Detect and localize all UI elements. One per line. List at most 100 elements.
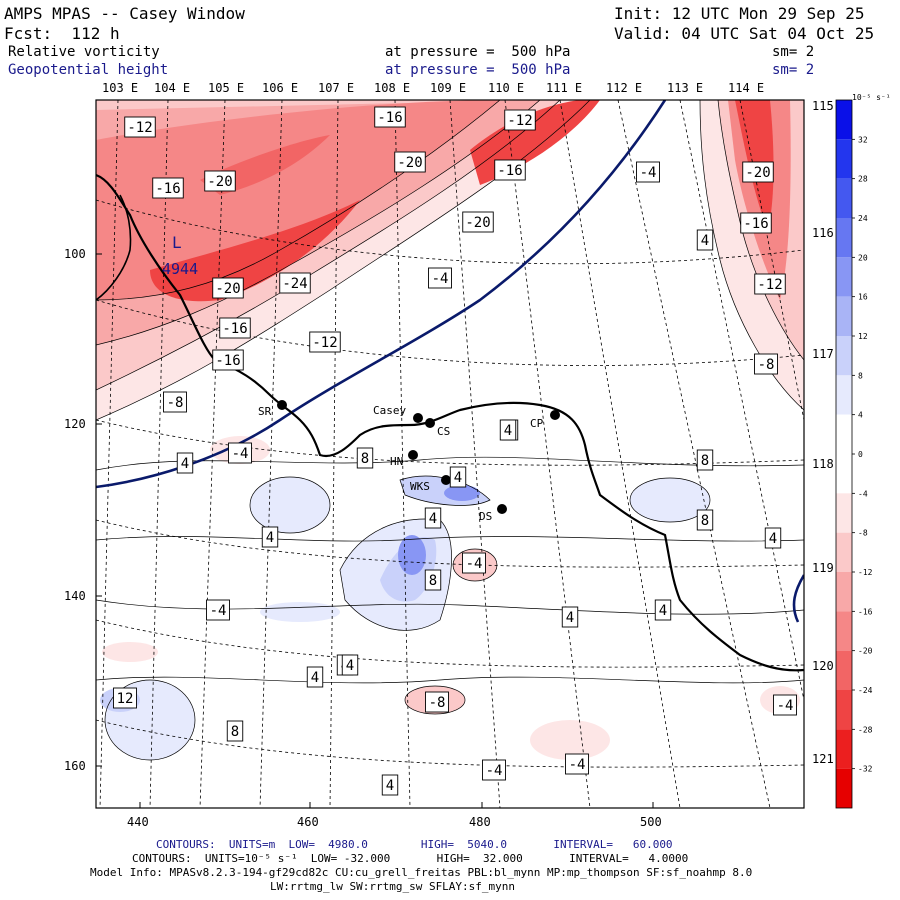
- contour-label-box: [428, 267, 452, 289]
- colorbar-tick-label: 24: [858, 214, 868, 223]
- coastline-upper: [96, 194, 132, 301]
- contour-label-box: [449, 466, 467, 488]
- station-wks-label: WKS: [410, 480, 430, 493]
- lon-label-106e: 106 E: [262, 81, 298, 95]
- contour-label-box: [740, 212, 772, 234]
- geopotential-contour-2: [792, 574, 804, 623]
- colorbar-cell: [836, 729, 852, 769]
- colorbar-cell: [836, 768, 852, 808]
- station-cs-marker: [425, 418, 435, 428]
- footer-model-info: Model Info: MPASv8.2.3-194-gf29cd82c CU:…: [90, 866, 753, 879]
- contour-label-box: [561, 606, 579, 628]
- colorbar-unit: 10⁻⁵ s⁻¹: [852, 93, 891, 102]
- field2-smoothing: sm= 2: [772, 62, 815, 78]
- valid-time: Valid: 04 UTC Sat 04 Oct 25: [614, 24, 875, 43]
- footer-model-info-2: LW:rrtmg_lw SW:rrtmg_sw SFLAY:sf_mynn: [270, 880, 516, 893]
- contour-label: -12: [312, 335, 337, 351]
- contour-label: -4: [232, 446, 249, 462]
- low-center-symbol: L: [172, 233, 182, 252]
- contour-label-box: [261, 526, 279, 548]
- colorbar-tick-label: 20: [858, 253, 868, 262]
- contour-label: -20: [397, 155, 422, 171]
- station-sr-marker: [277, 400, 287, 410]
- contour-label-box: [381, 774, 399, 796]
- lon-label-114e: 114 E: [728, 81, 764, 95]
- contour-label-box: [279, 272, 311, 294]
- contour-label-box: [152, 177, 184, 199]
- latitude-gridlines: [96, 199, 804, 768]
- field1-level: at pressure = 500 hPa: [385, 44, 571, 60]
- station-casey-label: Casey: [373, 404, 406, 417]
- contour-label-box: [306, 666, 324, 688]
- contour-label-box: [654, 599, 672, 621]
- contour-label-box: [636, 161, 660, 183]
- map-frame: [95, 99, 805, 809]
- contour-label: 4: [454, 470, 462, 486]
- contour-label-box: [696, 449, 714, 471]
- field1-smoothing: sm= 2: [772, 44, 815, 60]
- footer-contours-height: CONTOURS: UNITS=m LOW= 4980.0 HIGH= 5040…: [156, 838, 673, 851]
- colorbar-tick-label: -28: [858, 725, 873, 734]
- contour-label: 4: [659, 603, 667, 619]
- lon-label-108e: 108 E: [374, 81, 410, 95]
- contour-label-box: [462, 552, 486, 574]
- contour-label: -4: [432, 271, 449, 287]
- y-tick-160: 160: [64, 759, 86, 773]
- neg-vort-patch-d: [102, 642, 158, 662]
- station-markers: [277, 400, 560, 514]
- contour-label: -20: [207, 174, 232, 190]
- colorbar-tick-label: 28: [858, 175, 868, 184]
- x-tick-500: 500: [640, 815, 662, 829]
- contour-label-box: [341, 654, 359, 676]
- init-time: Init: 12 UTC Mon 29 Sep 25: [614, 4, 865, 23]
- field2-level: at pressure = 500 hPa: [385, 62, 571, 78]
- contour-label: -12: [127, 120, 152, 136]
- station-ds-marker: [497, 504, 507, 514]
- pos-vort-patch-7: [630, 478, 710, 522]
- contour-label-box: [504, 109, 536, 131]
- colorbar-cell: [836, 414, 852, 454]
- x-tick-480: 480: [469, 815, 491, 829]
- page-title: AMPS MPAS -- Casey Window: [4, 4, 245, 23]
- contour-label-box: [176, 452, 194, 474]
- contour-label-box: [482, 759, 506, 781]
- contour-label-box: [219, 317, 251, 339]
- contour-label-box: [228, 442, 252, 464]
- colorbar-tick-label: -4: [858, 489, 868, 498]
- contour-label-box: [424, 507, 442, 529]
- colorbar-cell: [836, 218, 852, 258]
- station-sr-label: SR: [258, 405, 272, 418]
- contour-label: 4: [504, 423, 512, 439]
- colorbar-tick-label: 4: [858, 411, 863, 420]
- lon-label-103e: 103 E: [102, 81, 138, 95]
- contour-label: 4: [769, 531, 777, 547]
- colorbar-cell: [836, 100, 852, 140]
- contour-label: -16: [222, 321, 247, 337]
- station-cs-label: CS: [437, 425, 450, 438]
- contour-label: -20: [745, 165, 770, 181]
- lon-label-113e: 113 E: [667, 81, 703, 95]
- pos-vort-patch-3: [398, 535, 426, 575]
- contour-label: 4: [181, 456, 189, 472]
- colorbar-tick-label: -16: [858, 607, 873, 616]
- station-cp-label: CP: [530, 417, 544, 430]
- contour-label: -12: [757, 277, 782, 293]
- contour-labels: -12 -16 -20 -16 -12 -20 -16 -20 -24 -20 -16 -16 -12 -…: [113, 106, 797, 796]
- contour-label-box: [425, 691, 449, 713]
- colorbar-tick-label: 0: [858, 450, 863, 459]
- colorbar-tick-label: 8: [858, 371, 863, 380]
- y-tick-100: 100: [64, 247, 86, 261]
- neg-vort-core-1: [150, 200, 360, 302]
- contour-label: -16: [497, 163, 522, 179]
- y-tick-120: 120: [64, 417, 86, 431]
- station-casey-marker: [413, 413, 423, 423]
- contour-label: -16: [215, 353, 240, 369]
- contour-label: 4: [701, 233, 709, 249]
- contour-label-box: [499, 419, 517, 441]
- colorbar-cell: [836, 336, 852, 376]
- colorbar-cell: [836, 493, 852, 533]
- lon-label-110e: 110 E: [488, 81, 524, 95]
- colorbar-tick-label: 16: [858, 293, 868, 302]
- colorbar-cell: [836, 257, 852, 297]
